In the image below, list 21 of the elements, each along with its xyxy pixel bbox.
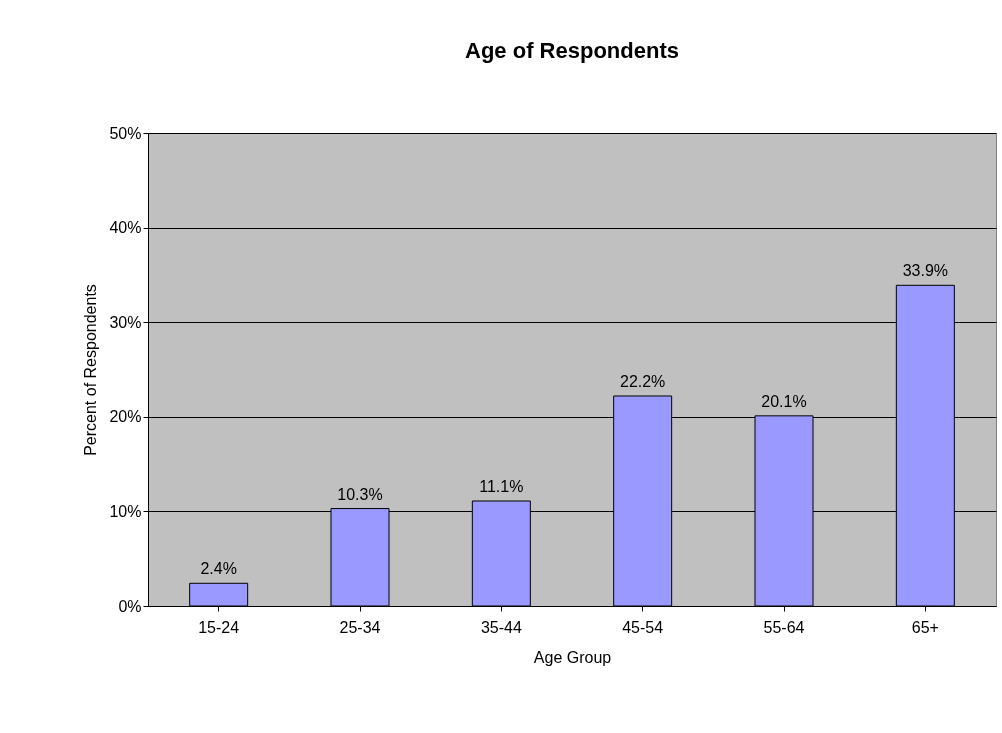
chart-title: Age of Respondents <box>465 38 679 63</box>
y-tick-label: 40% <box>109 219 142 237</box>
y-axis-title: Percent of Respondents <box>82 284 100 456</box>
x-tick-label: 15-24 <box>198 618 240 636</box>
x-tick-label: 35-44 <box>480 618 522 636</box>
data-label: 10.3% <box>337 485 383 503</box>
data-label: 2.4% <box>200 560 237 578</box>
x-tick-label: 65+ <box>911 618 939 636</box>
x-tick-label: 45-54 <box>622 618 664 636</box>
x-tick-label: 55-64 <box>763 618 805 636</box>
y-tick-label: 10% <box>109 502 142 520</box>
data-label: 20.1% <box>761 392 807 410</box>
x-axis-title: Age Group <box>533 648 612 666</box>
x-tick-label: 25-34 <box>339 618 381 636</box>
data-label: 22.2% <box>619 372 666 390</box>
y-tick-label: 0% <box>118 597 142 615</box>
y-tick-label: 50% <box>109 124 142 142</box>
data-label: 33.9% <box>902 262 949 280</box>
y-tick-label: 30% <box>109 313 142 331</box>
y-tick-label: 20% <box>109 408 142 426</box>
data-label: 11.1% <box>479 477 524 495</box>
